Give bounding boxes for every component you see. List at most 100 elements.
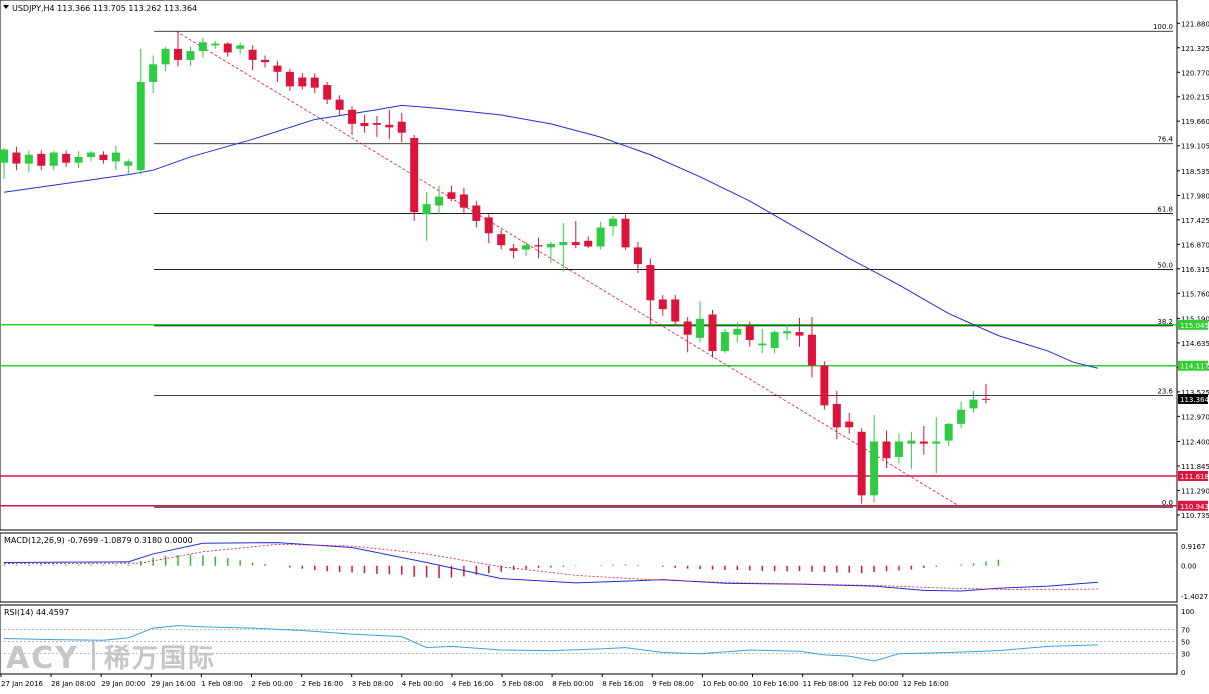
fib-level-label: 100.0 xyxy=(1153,23,1173,31)
candle-body xyxy=(149,64,158,82)
candle-body xyxy=(335,99,344,110)
candle-body xyxy=(559,242,568,246)
symbol-dropdown-icon[interactable] xyxy=(3,5,9,9)
candle-body xyxy=(708,314,717,352)
candle-bullish xyxy=(87,151,96,162)
rsi-axis-label: 0 xyxy=(1181,669,1185,677)
candle-bullish xyxy=(111,145,120,171)
candle-bearish xyxy=(857,428,866,504)
candle-bearish xyxy=(261,55,270,68)
candle-body xyxy=(522,245,531,250)
macd-axis-label: 0.9167 xyxy=(1181,543,1206,551)
price-axis-label: 121.325 xyxy=(1181,45,1209,53)
macd-signal-line xyxy=(3,543,1098,591)
price-tag-label: 115.045 xyxy=(1180,322,1209,330)
price-axis-label: 116.315 xyxy=(1181,266,1209,274)
candle-body xyxy=(372,122,381,125)
candle-bullish xyxy=(733,322,742,343)
candle-body xyxy=(360,122,369,127)
candle-bullish xyxy=(894,433,903,464)
moving-average-path xyxy=(3,104,1098,369)
main-panel-bg xyxy=(0,0,1178,531)
current-price-tag-bg xyxy=(1178,393,1208,404)
candle-body xyxy=(546,243,555,248)
candle-body xyxy=(87,152,96,157)
candle-body xyxy=(571,242,580,246)
candle-bearish xyxy=(633,242,642,273)
price-axis-label: 114.635 xyxy=(1181,340,1209,348)
candle-body xyxy=(758,343,767,346)
rsi-title: RSI(14) 44.4597 xyxy=(4,608,69,617)
candle-bearish xyxy=(385,109,394,140)
candle-bearish xyxy=(360,115,369,133)
candle-bullish xyxy=(559,223,568,272)
candle-body xyxy=(236,45,245,49)
price-tag-bg xyxy=(1178,500,1208,511)
candles xyxy=(0,32,990,504)
candle-body xyxy=(211,43,220,46)
candle-bearish xyxy=(658,295,667,316)
fibonacci-levels[interactable]: 100.0 76.4 61.8 50.0 38.2 23.6 0.0 xyxy=(154,23,1174,508)
candle-bullish xyxy=(758,328,767,354)
time-axis-label: 29 Jan 00:00 xyxy=(101,680,145,688)
candle-body xyxy=(397,121,406,133)
candle-bullish xyxy=(161,46,170,71)
candle-body xyxy=(261,59,270,63)
candle-body xyxy=(223,43,232,53)
candle-bearish xyxy=(459,187,468,215)
candle-body xyxy=(596,227,605,247)
candle-bullish xyxy=(236,42,245,55)
rsi-axis-label: 50 xyxy=(1181,639,1190,647)
candle-bearish xyxy=(310,73,319,93)
time-axis-label: 8 Feb 00:00 xyxy=(552,680,593,688)
candle-body xyxy=(646,265,655,301)
candle-body xyxy=(683,321,692,335)
candle-bearish xyxy=(447,185,456,202)
candle-bullish xyxy=(944,422,953,446)
candle-body xyxy=(894,441,903,457)
price-axis-label: 119.105 xyxy=(1181,143,1209,151)
candle-body xyxy=(497,234,506,246)
candle-body xyxy=(932,441,941,444)
time-axis-label: 27 Jan 2016 xyxy=(1,680,44,688)
candle-body xyxy=(969,399,978,409)
candle-bullish xyxy=(49,151,58,171)
candle-bullish xyxy=(24,150,33,173)
candle-body xyxy=(919,441,928,444)
rsi-axis-label: 30 xyxy=(1181,651,1190,659)
candle-body xyxy=(957,409,966,424)
candle-bearish xyxy=(832,390,841,440)
horizontal-lines[interactable] xyxy=(0,324,1177,507)
candle-bullish xyxy=(211,40,220,49)
candle-bullish xyxy=(149,55,158,93)
candle-body xyxy=(696,318,705,338)
time-axis-label: 10 Feb 00:00 xyxy=(702,680,748,688)
candle-body xyxy=(882,441,891,459)
candle-bullish xyxy=(907,431,916,469)
time-axis-label: 9 Feb 08:00 xyxy=(652,680,693,688)
fib-level-label: 76.4 xyxy=(1157,136,1173,144)
candle-body xyxy=(820,365,829,406)
candle-body xyxy=(410,137,419,213)
price-axis-label: 112.970 xyxy=(1181,413,1209,421)
time-axis-label: 2 Feb 16:00 xyxy=(302,680,343,688)
price-axis: 121.880 121.325 120.770 120.215 119.660 119.1… xyxy=(1177,20,1209,520)
candle-body xyxy=(733,328,742,335)
price-axis-label: 121.880 xyxy=(1181,20,1209,28)
time-axis-label: 12 Feb 16:00 xyxy=(903,680,949,688)
candle-body xyxy=(298,77,307,87)
candle-bearish xyxy=(37,150,46,171)
candle-body xyxy=(385,124,394,128)
candle-bearish xyxy=(919,426,928,455)
price-axis-label: 110.735 xyxy=(1181,512,1209,520)
candle-body xyxy=(124,161,133,166)
time-axis-label: 10 Feb 16:00 xyxy=(753,680,799,688)
moving-average-line xyxy=(3,104,1098,369)
candle-body xyxy=(633,247,642,265)
candle-body xyxy=(447,192,456,199)
price-axis-label: 117.980 xyxy=(1181,192,1209,200)
trend-line[interactable] xyxy=(175,30,962,508)
candle-bearish xyxy=(223,42,232,57)
time-axis: 27 Jan 2016 28 Jan 08:00 29 Jan 00:00 29 Ja… xyxy=(0,674,949,688)
